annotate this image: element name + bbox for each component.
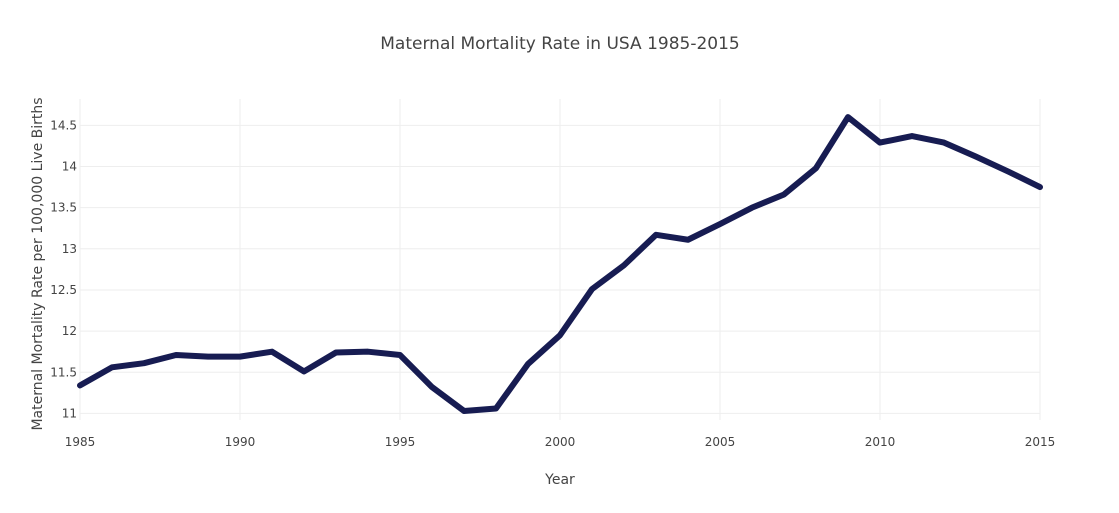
gridlines [79, 99, 1041, 420]
x-tick-label: 2015 [1025, 435, 1056, 449]
y-tick-label: 11 [62, 406, 77, 420]
y-axis-title: Maternal Mortality Rate per 100,000 Live… [30, 97, 46, 430]
y-axis-ticks: 11 11.5 12 12.5 13 13.5 14 14.5 [50, 118, 77, 420]
x-tick-label: 2010 [865, 435, 896, 449]
series-layer [77, 114, 1043, 414]
y-tick-label: 12.5 [50, 283, 77, 297]
y-tick-label: 11.5 [50, 365, 77, 379]
y-tick-label: 14 [62, 159, 77, 173]
y-tick-label: 13.5 [50, 201, 77, 215]
x-axis-ticks: 1985 1990 1995 2000 2005 2010 2015 [65, 435, 1056, 449]
y-tick-label: 12 [62, 324, 77, 338]
x-tick-label: 2005 [705, 435, 736, 449]
chart-title: Maternal Mortality Rate in USA 1985-2015 [380, 34, 739, 54]
series-line [77, 114, 1043, 414]
x-axis-title: Year [544, 472, 575, 488]
y-tick-label: 13 [62, 242, 77, 256]
x-tick-label: 1990 [225, 435, 256, 449]
y-tick-label: 14.5 [50, 118, 77, 132]
x-tick-label: 1985 [65, 435, 96, 449]
x-tick-label: 1995 [385, 435, 416, 449]
x-tick-label: 2000 [545, 435, 576, 449]
